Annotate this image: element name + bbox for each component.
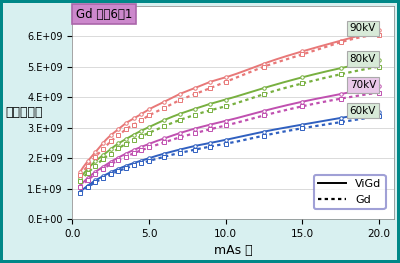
Text: 80kV: 80kV: [350, 54, 376, 64]
Y-axis label: 画素値総和: 画素値総和: [6, 106, 43, 119]
X-axis label: mAs 値: mAs 値: [214, 244, 253, 257]
Text: Gd 比：6：1: Gd 比：6：1: [76, 8, 132, 21]
Legend: ViGd, Gd: ViGd, Gd: [314, 175, 386, 209]
Text: 90kV: 90kV: [350, 23, 376, 33]
Text: 70kV: 70kV: [350, 80, 376, 90]
Text: 60kV: 60kV: [350, 106, 376, 116]
